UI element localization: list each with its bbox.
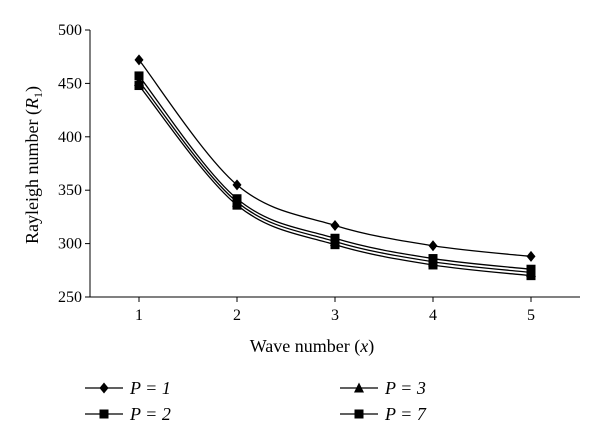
series-line-4	[138, 85, 532, 277]
y-axis-title-main: Rayleigh number (	[22, 109, 43, 244]
y-axis-title-var: R	[22, 98, 42, 110]
x-axis-title-close: )	[368, 336, 374, 357]
legend-marker-2	[99, 409, 109, 419]
series-1-point	[428, 240, 438, 252]
y-tick-label: 500	[58, 22, 82, 39]
x-tick-label: 3	[331, 307, 339, 324]
y-axis-title: Rayleigh number (R1)	[22, 86, 45, 244]
series-4-point	[134, 81, 144, 91]
axes	[89, 30, 580, 298]
series-4-point	[232, 200, 242, 210]
legend-label-1: P = 1	[129, 378, 171, 398]
legend-label-2: P = 2	[129, 404, 171, 424]
x-ticks: 1 2 3 4 5	[135, 297, 535, 324]
series-line-2	[138, 75, 532, 270]
y-tick-label: 300	[58, 236, 82, 253]
series-1-point	[134, 54, 144, 66]
x-tick-label: 2	[233, 307, 241, 324]
series-1-point	[526, 250, 536, 262]
legend-label-3: P = 3	[384, 378, 426, 398]
x-tick-label: 5	[527, 307, 535, 324]
series-lines	[138, 59, 532, 277]
series-line-1	[138, 59, 532, 258]
x-axis-title-main: Wave number (	[250, 336, 361, 357]
series-4-point	[526, 271, 536, 281]
legend-marker-3	[354, 382, 364, 393]
legend-marker-4	[354, 409, 364, 419]
series-4-point	[330, 240, 340, 250]
x-axis-title: Wave number (x)	[250, 336, 375, 357]
x-tick-label: 1	[135, 307, 143, 324]
y-tick-label: 400	[58, 129, 82, 146]
legend: P = 1 P = 2 P = 3 P = 7	[85, 378, 427, 424]
y-tick-label: 450	[58, 75, 82, 92]
y-axis-title-close: )	[22, 86, 43, 92]
x-axis-title-var: x	[359, 336, 368, 356]
y-axis-title-sub: 1	[31, 92, 45, 98]
x-tick-label: 4	[429, 307, 437, 324]
legend-marker-1	[99, 382, 109, 394]
series-1-point	[232, 179, 242, 191]
y-ticks: 250 300 350 400 450 500	[58, 22, 90, 306]
series-4-point	[428, 260, 438, 270]
y-tick-label: 350	[58, 182, 82, 199]
series-line-3	[138, 80, 532, 274]
series-markers	[134, 54, 536, 281]
series-1-point	[330, 219, 340, 231]
y-tick-label: 250	[58, 289, 82, 306]
legend-label-4: P = 7	[384, 404, 427, 424]
